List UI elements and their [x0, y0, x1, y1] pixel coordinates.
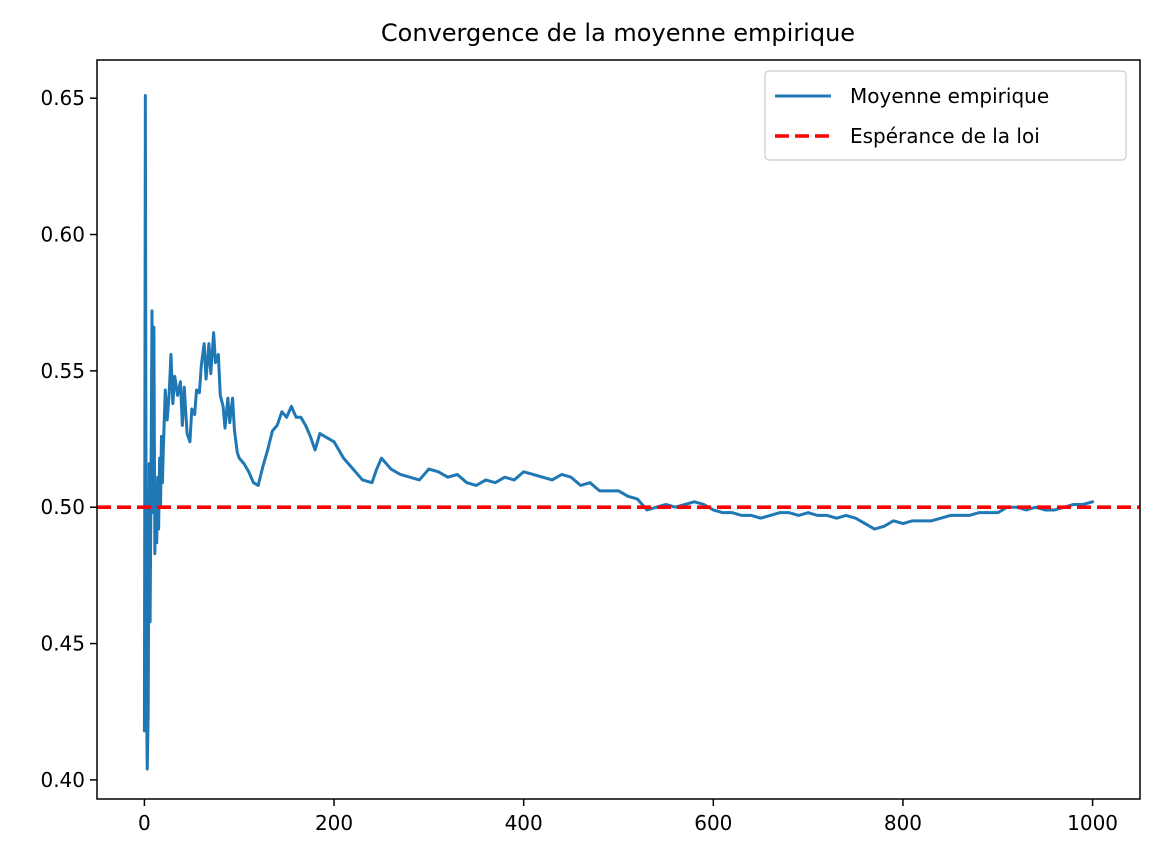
axes-frame — [96, 59, 1141, 800]
chart-title: Convergence de la moyenne empirique — [381, 19, 855, 47]
x-tick-label: 400 — [505, 811, 543, 835]
y-tick-label: 0.65 — [40, 86, 85, 110]
y-axis: 0.40 0.45 0.50 0.55 0.60 0.65 — [40, 86, 97, 792]
x-tick-label: 600 — [694, 811, 732, 835]
x-tick-label: 0 — [138, 811, 151, 835]
x-axis: 0 200 400 600 800 1000 — [138, 799, 1118, 835]
y-tick-label: 0.50 — [40, 495, 85, 519]
legend: Moyenne empirique Espérance de la loi — [764, 70, 1127, 161]
x-tick-label: 200 — [315, 811, 353, 835]
y-tick-label: 0.60 — [40, 223, 85, 247]
y-tick-label: 0.45 — [40, 632, 85, 656]
legend-box — [764, 70, 1127, 161]
series-line-moyenne-empirique — [142, 93, 1095, 771]
legend-label-series-1: Moyenne empirique — [850, 84, 1049, 108]
x-tick-label: 1000 — [1067, 811, 1118, 835]
plot-area — [97, 93, 1140, 771]
x-tick-label: 800 — [884, 811, 922, 835]
y-tick-label: 0.40 — [40, 768, 85, 792]
y-tick-label: 0.55 — [40, 359, 85, 383]
legend-label-series-2: Espérance de la loi — [850, 124, 1040, 148]
